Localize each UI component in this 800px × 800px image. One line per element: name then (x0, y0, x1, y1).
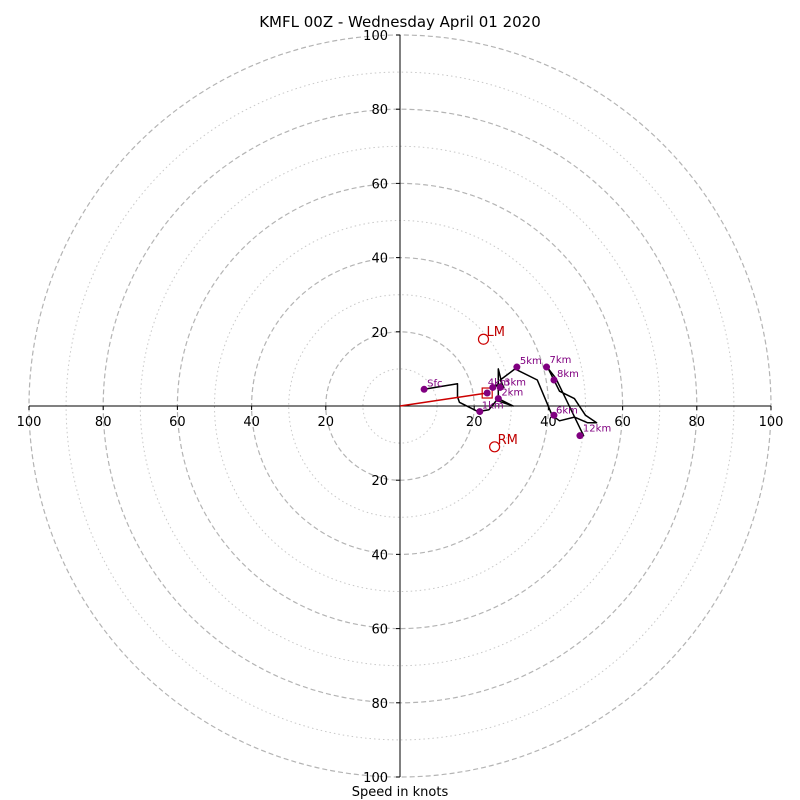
x-axis-label: Speed in knots (352, 785, 449, 800)
y-tick-label: 100 (363, 29, 388, 44)
height-marker (576, 432, 584, 440)
x-tick-label: 100 (17, 415, 42, 430)
x-tick-label: 60 (169, 415, 186, 430)
x-tick-label: 80 (95, 415, 112, 430)
x-tick-label: 20 (466, 415, 483, 430)
height-marker-label: 4km (488, 377, 510, 388)
tick-labels: 100 80 60 40 20 20 40 60 80 100 100 80 60 40 20 20 40 60 8… (17, 29, 784, 786)
lm-marker (477, 333, 490, 345)
height-marker-label: 2km (501, 388, 523, 399)
height-marker (476, 408, 484, 416)
chart-title: KMFL 00Z - Wednesday April 01 2020 (259, 13, 541, 31)
height-marker (513, 363, 521, 371)
height-marker (550, 411, 558, 419)
y-tick-label: 20 (371, 326, 388, 341)
x-tick-label: 80 (689, 415, 706, 430)
y-tick-label: 40 (371, 252, 388, 267)
height-marker-label: 1km (482, 401, 504, 412)
x-tick-label: 100 (759, 415, 784, 430)
hodograph-line (423, 368, 598, 437)
height-marker-label: 12km (583, 424, 611, 435)
height-marker-label: 7km (550, 355, 572, 366)
rm-marker (489, 441, 501, 453)
height-marker (420, 385, 428, 393)
height-marker-label: 5km (520, 356, 542, 367)
x-tick-label: 40 (540, 415, 557, 430)
y-tick-label: 40 (371, 548, 388, 563)
height-marker (496, 383, 504, 391)
storm-motion-vector (399, 392, 488, 407)
y-tick-label: 60 (371, 623, 388, 638)
x-tick-label: 60 (614, 415, 631, 430)
rm-label: RM (498, 433, 518, 448)
height-marker (483, 389, 491, 397)
height-marker-label: 6km (556, 405, 578, 416)
y-tick-label: 80 (371, 103, 388, 118)
y-tick-label: 60 (371, 177, 388, 192)
height-marker-label: Sfc (427, 378, 442, 389)
storm-motion: LM RM (399, 325, 518, 453)
y-tick-label: 20 (371, 474, 388, 489)
y-tick-label: 100 (363, 771, 388, 786)
x-tick-label: 40 (243, 415, 260, 430)
y-tick-label: 80 (371, 697, 388, 712)
height-marker (543, 363, 551, 371)
height-marker (550, 376, 558, 384)
height-marker (494, 395, 502, 403)
lm-label: LM (486, 325, 504, 340)
mean-wind-marker (481, 387, 493, 399)
height-marker (489, 383, 497, 391)
hodograph-trace (423, 368, 598, 437)
height-marker-label: 3km (504, 377, 526, 388)
height-marker-label: 8km (557, 369, 579, 380)
x-tick-label: 20 (318, 415, 335, 430)
